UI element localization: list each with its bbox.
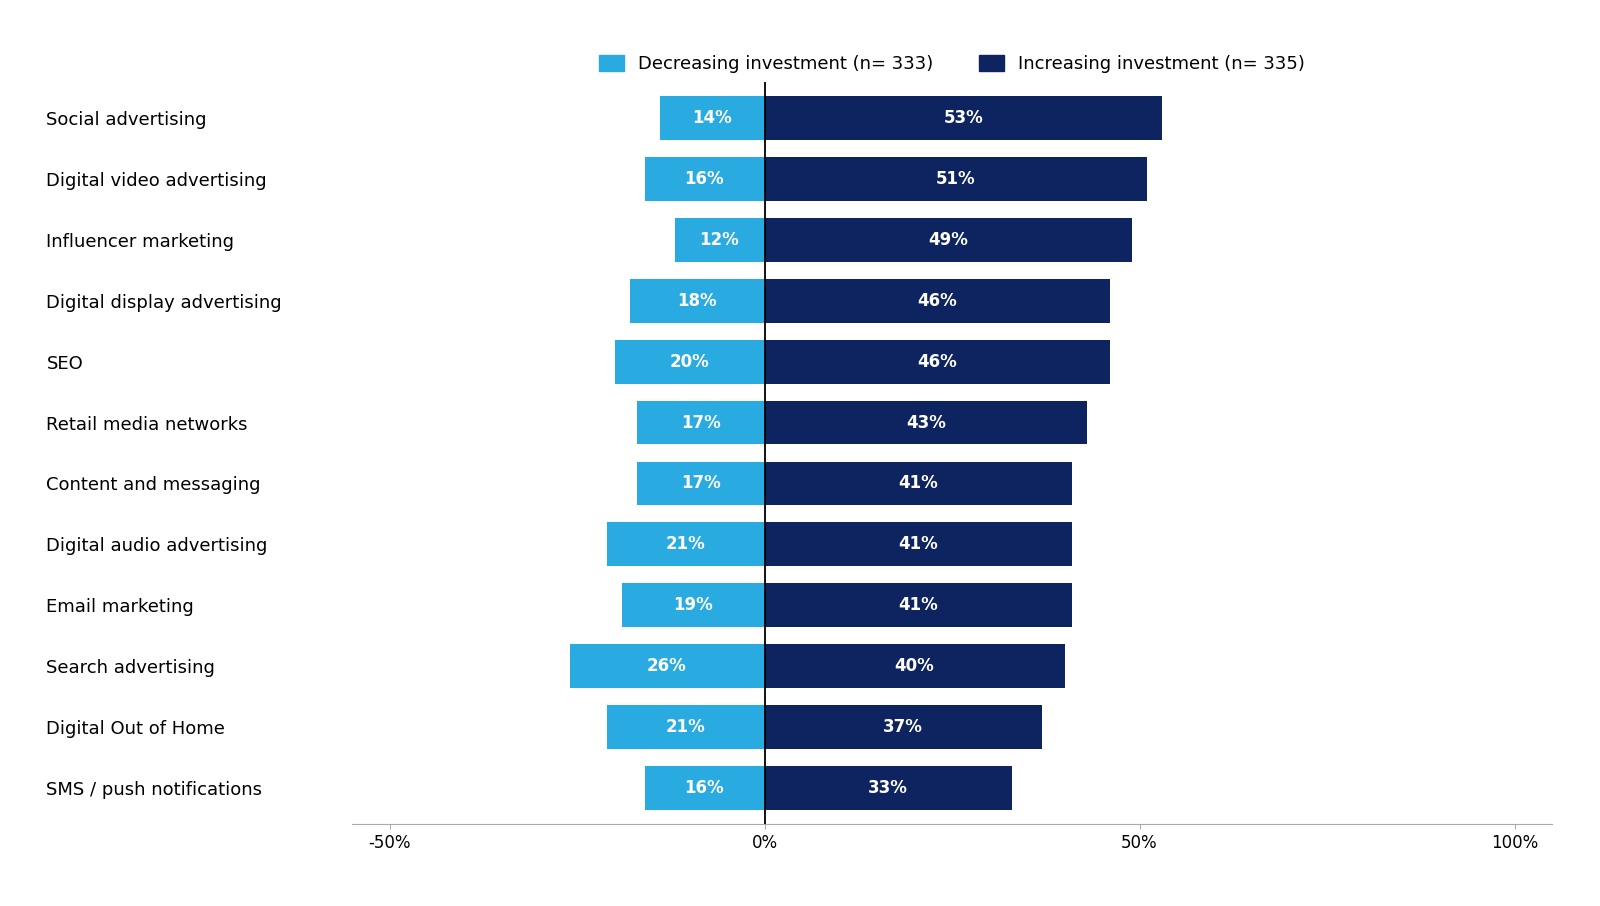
Text: 37%: 37% xyxy=(883,718,923,736)
Bar xyxy=(765,766,1013,810)
Bar xyxy=(606,523,765,566)
Text: 46%: 46% xyxy=(917,292,957,310)
Bar xyxy=(765,461,1072,506)
Bar xyxy=(765,157,1147,201)
Bar xyxy=(645,766,765,810)
Bar xyxy=(622,583,765,627)
Bar xyxy=(659,96,765,140)
Text: 14%: 14% xyxy=(693,109,731,127)
Text: 19%: 19% xyxy=(674,596,714,614)
Bar xyxy=(645,157,765,201)
Text: 17%: 17% xyxy=(682,475,720,493)
Bar xyxy=(765,705,1042,749)
Text: 43%: 43% xyxy=(906,413,946,431)
Bar xyxy=(765,340,1109,383)
Bar xyxy=(675,218,765,262)
Bar xyxy=(765,279,1109,323)
Bar xyxy=(765,96,1162,140)
Text: 41%: 41% xyxy=(898,535,938,554)
Text: 21%: 21% xyxy=(666,535,706,554)
Text: 51%: 51% xyxy=(936,170,976,188)
Text: 12%: 12% xyxy=(699,231,739,249)
Text: 16%: 16% xyxy=(685,170,725,188)
Bar xyxy=(629,279,765,323)
Legend: Decreasing investment (n= 333), Increasing investment (n= 335): Decreasing investment (n= 333), Increasi… xyxy=(590,46,1314,82)
Text: 33%: 33% xyxy=(869,779,909,797)
Bar xyxy=(765,583,1072,627)
Text: 41%: 41% xyxy=(898,475,938,493)
Text: 16%: 16% xyxy=(685,779,725,797)
Bar xyxy=(637,400,765,445)
Text: 20%: 20% xyxy=(670,352,709,371)
Bar xyxy=(765,523,1072,566)
Bar xyxy=(765,644,1064,688)
Text: 26%: 26% xyxy=(646,657,686,675)
Text: 49%: 49% xyxy=(928,231,968,249)
Bar xyxy=(765,218,1133,262)
Text: 46%: 46% xyxy=(917,352,957,371)
Text: 40%: 40% xyxy=(894,657,934,675)
Bar xyxy=(765,400,1086,445)
Bar xyxy=(637,461,765,506)
Text: 18%: 18% xyxy=(677,292,717,310)
Text: 53%: 53% xyxy=(944,109,982,127)
Text: 17%: 17% xyxy=(682,413,720,431)
Text: 41%: 41% xyxy=(898,596,938,614)
Bar xyxy=(614,340,765,383)
Bar xyxy=(606,705,765,749)
Bar xyxy=(570,644,765,688)
Text: 21%: 21% xyxy=(666,718,706,736)
